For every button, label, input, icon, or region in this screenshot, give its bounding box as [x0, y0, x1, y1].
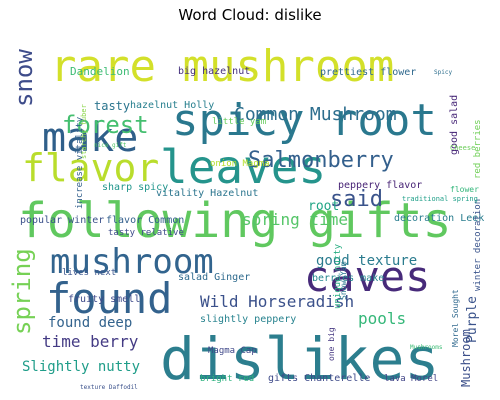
- word-winter-decoration: winter decoration: [473, 199, 483, 291]
- word-salmonberry: Salmonberry: [248, 148, 394, 173]
- word-traditional-spring: traditional spring: [402, 195, 478, 203]
- word-spring: spring: [10, 248, 36, 335]
- word-prettiest-flower: prettiest flower: [320, 67, 416, 78]
- word-time-berry: time berry: [42, 332, 139, 351]
- word-leaves: leaves: [160, 140, 326, 194]
- word-lives-next: lives next: [62, 268, 116, 278]
- word-good-texture: good texture: [316, 253, 417, 269]
- word-mushroom: Mushroom: [459, 329, 473, 387]
- word-snow: snow: [10, 49, 38, 107]
- word-gifts-chanterelle: gifts Chanterelle: [268, 373, 370, 384]
- word-red-berries: red berries: [473, 119, 483, 179]
- word-cheese: Cheese: [450, 144, 475, 152]
- word-salad-ginger: salad Ginger: [178, 272, 250, 283]
- word-flower: flower: [450, 185, 479, 194]
- word-morel-sought: Morel Sought: [451, 289, 460, 347]
- word-following-gifts: following gifts: [18, 193, 451, 249]
- word-magma-cap: Magma Cap: [208, 346, 257, 356]
- word-big-hazelnut: big hazelnut: [178, 66, 250, 77]
- word-said: said: [330, 187, 383, 212]
- word-starchy-tuber: starchy tuber: [80, 104, 88, 159]
- word-wild-horseradish: Wild Horseradish: [200, 292, 354, 311]
- word-pools: pools: [358, 309, 406, 328]
- word-forest: forest: [62, 111, 149, 139]
- word-root: root: [308, 199, 339, 214]
- word-dandelion: Dandelion: [70, 65, 130, 78]
- word-common-mushroom: Common Mushroom: [234, 104, 397, 125]
- word-spring-time: spring time: [242, 210, 348, 229]
- word-slightly-nutty: Slightly nutty: [22, 359, 140, 375]
- word-one-big: one big: [327, 327, 336, 361]
- word-mushrooms: Mushrooms: [410, 344, 443, 351]
- word-texture-daffodil: texture Daffodil: [80, 384, 138, 390]
- word-little-yam: little yam: [212, 117, 266, 127]
- chart-title: Word Cloud: dislike: [178, 6, 322, 24]
- word-found: found: [46, 274, 172, 323]
- word-make: make: [42, 115, 138, 161]
- word-increase-vitality: increase vitality: [75, 116, 85, 209]
- word-unique-nutty: unique nutty: [333, 243, 343, 309]
- word-snow-yam: Snow Yam: [339, 261, 348, 300]
- word-slightly-peppery: slightly peppery: [200, 314, 296, 325]
- word-mushroom: mushroom: [50, 242, 214, 282]
- word-caves: caves: [304, 252, 430, 301]
- word-spicy: Spicy: [434, 69, 452, 76]
- word-good-salad: good salad: [449, 95, 460, 155]
- word-spicy-root: spicy root: [172, 95, 437, 146]
- word-vitality-hazelnut: vitality Hazelnut: [156, 188, 258, 199]
- word-lava-morel: lava Morel: [384, 374, 438, 384]
- word-flavor-common: flavor Common: [106, 215, 184, 226]
- word-tasty-relative: tasty relative: [108, 228, 184, 238]
- word-dislikes: dislikes: [160, 325, 439, 390]
- word-onion-magma: onion Magma: [210, 159, 270, 169]
- word-rare-mushroom: rare mushroom: [50, 41, 394, 92]
- word-peppery-flavor: peppery flavor: [338, 180, 422, 191]
- word-hazelnut-holly: hazelnut Holly: [130, 100, 214, 111]
- word-popular-winter: popular winter: [20, 215, 104, 226]
- word-sharp-spicy: sharp spicy: [102, 182, 168, 193]
- word-found-deep: found deep: [48, 315, 132, 331]
- word-fruity-smell: fruity smell: [68, 294, 140, 305]
- word-purple: Purple: [465, 296, 480, 343]
- word-decoration-leek: decoration Leek: [394, 213, 484, 224]
- word-bright-red: bright red: [200, 374, 254, 384]
- word-berries-make: berries make: [312, 273, 384, 284]
- word-tasty: tasty: [94, 99, 130, 113]
- word-nice-gift: nice gift: [94, 142, 127, 149]
- word-flavor: flavor: [22, 146, 159, 190]
